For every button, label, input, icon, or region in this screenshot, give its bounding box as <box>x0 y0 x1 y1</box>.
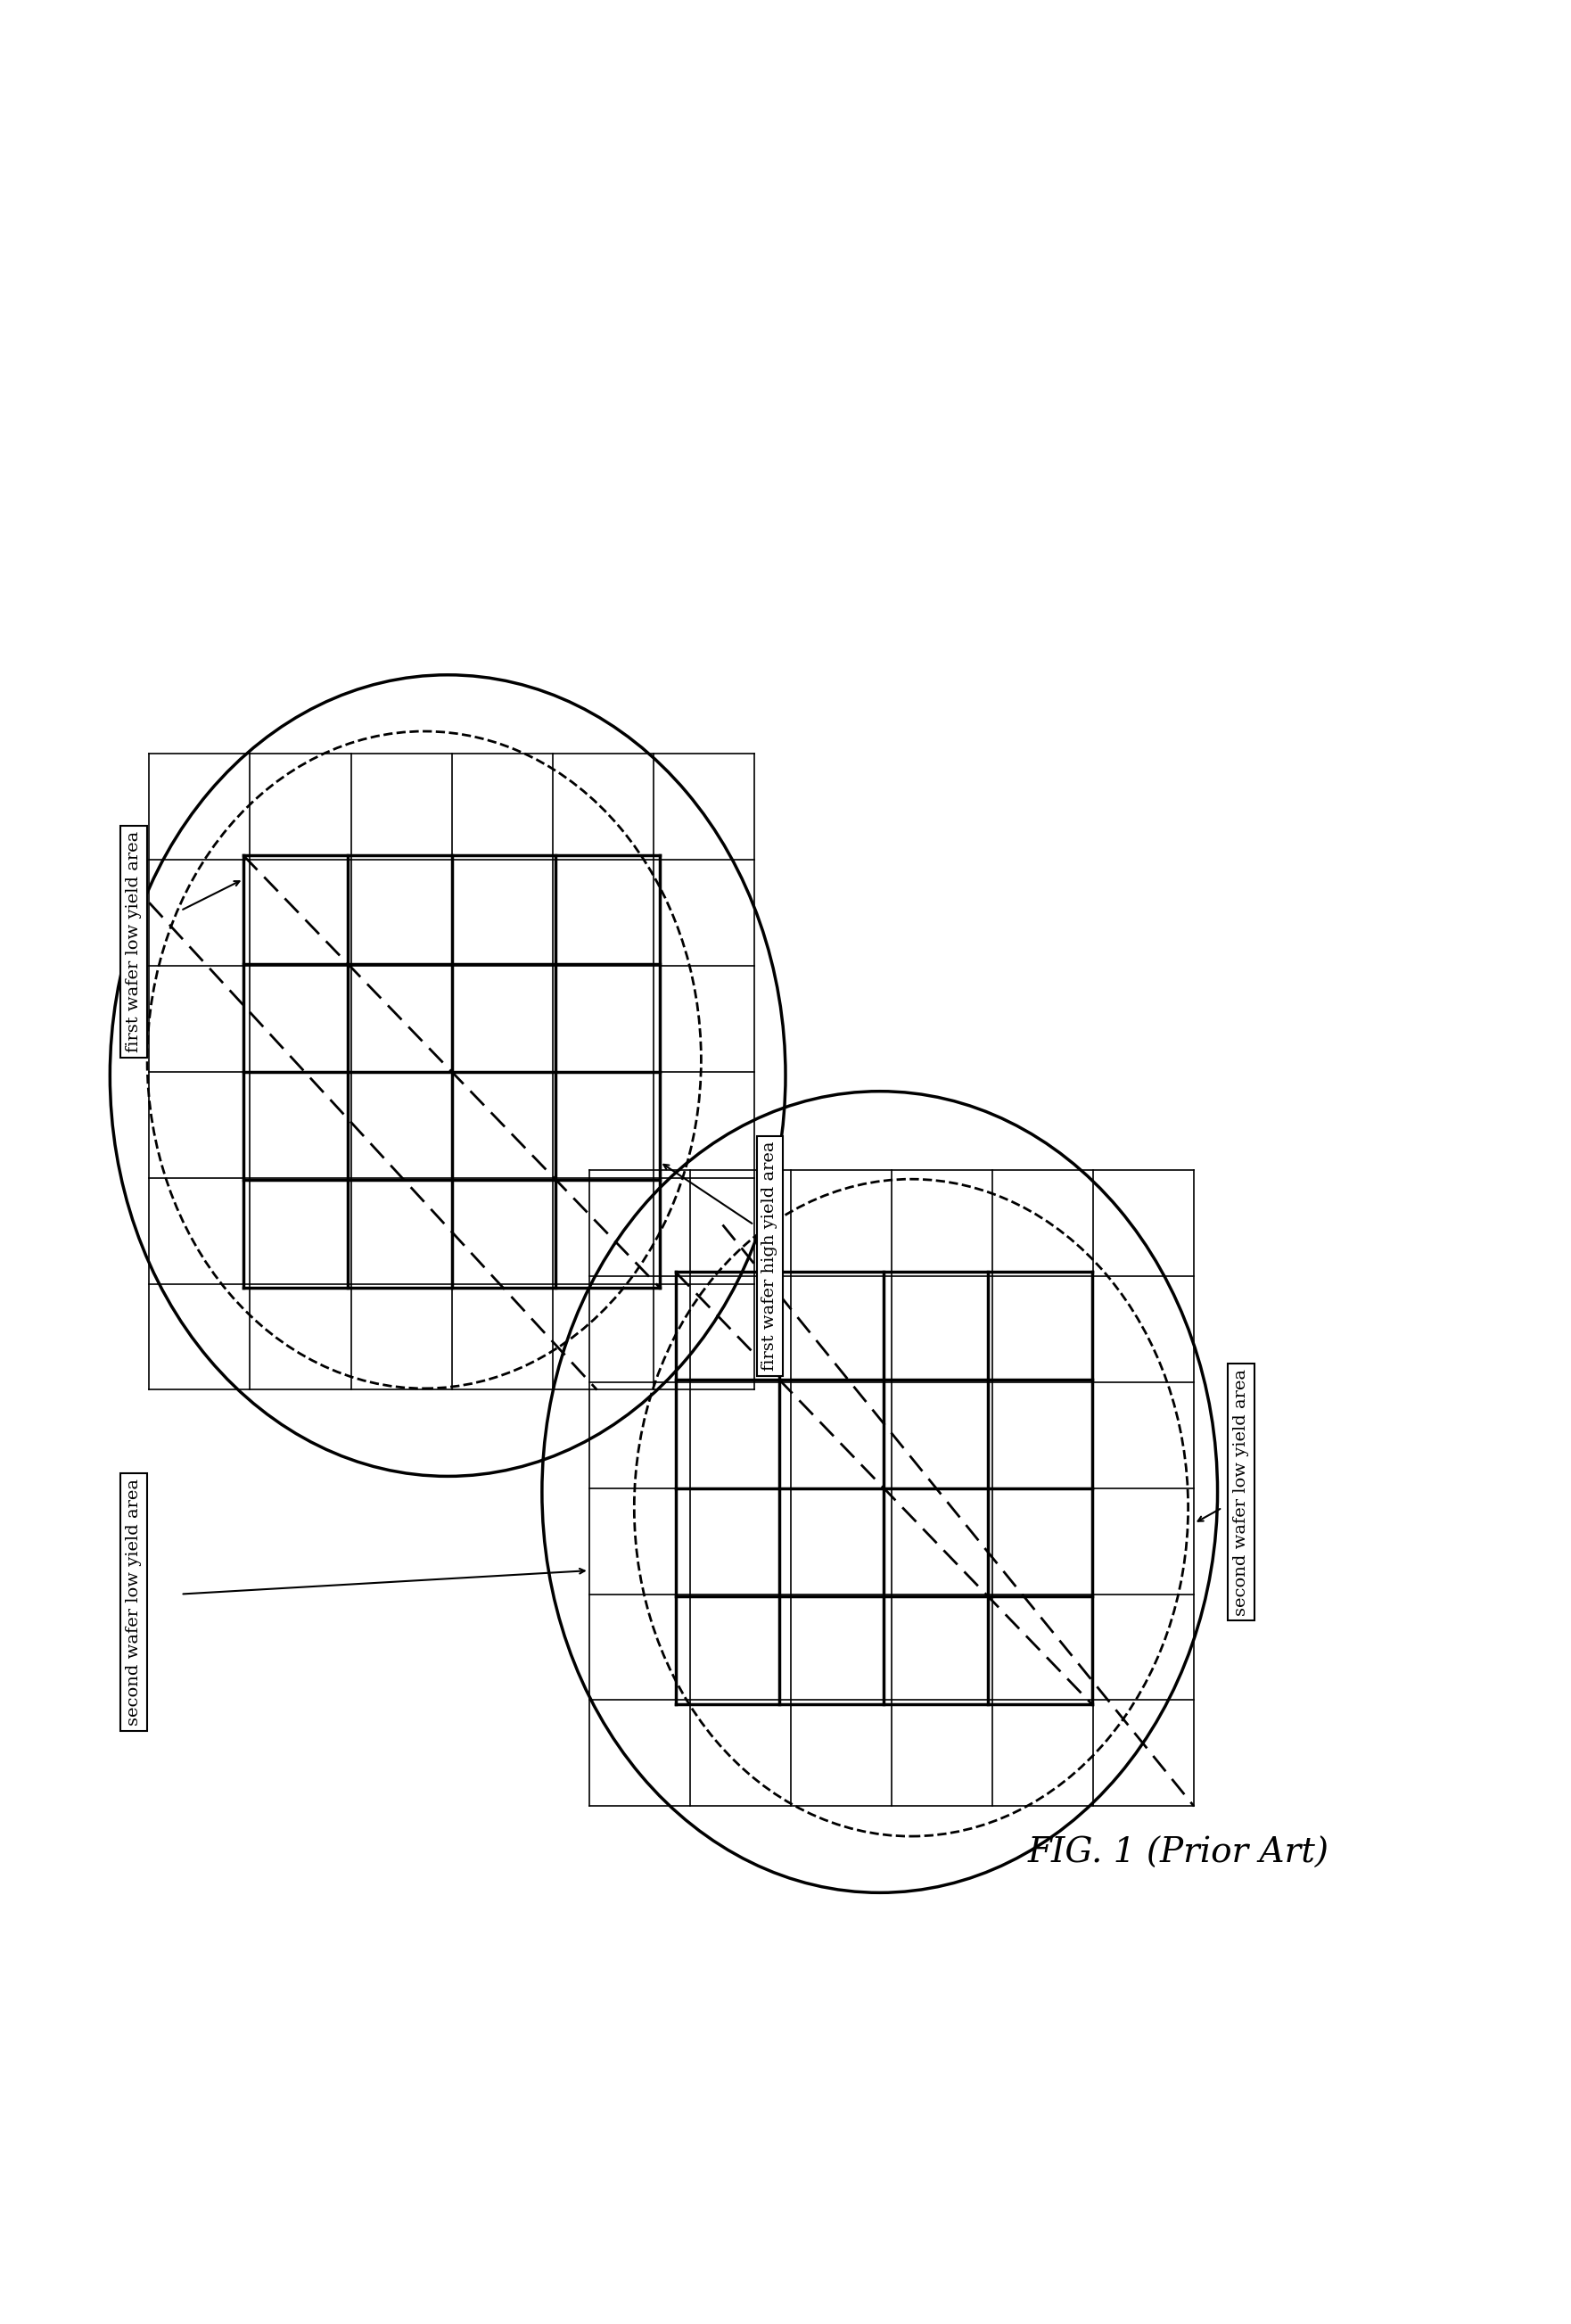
Text: first wafer low yield area: first wafer low yield area <box>126 832 141 1053</box>
Text: first wafer high yield area: first wafer high yield area <box>762 1141 778 1371</box>
Text: second wafer low yield area: second wafer low yield area <box>1233 1369 1249 1615</box>
Text: FIG. 1 (Prior Art): FIG. 1 (Prior Art) <box>1027 1836 1329 1871</box>
Text: second wafer low yield area: second wafer low yield area <box>126 1478 141 1724</box>
